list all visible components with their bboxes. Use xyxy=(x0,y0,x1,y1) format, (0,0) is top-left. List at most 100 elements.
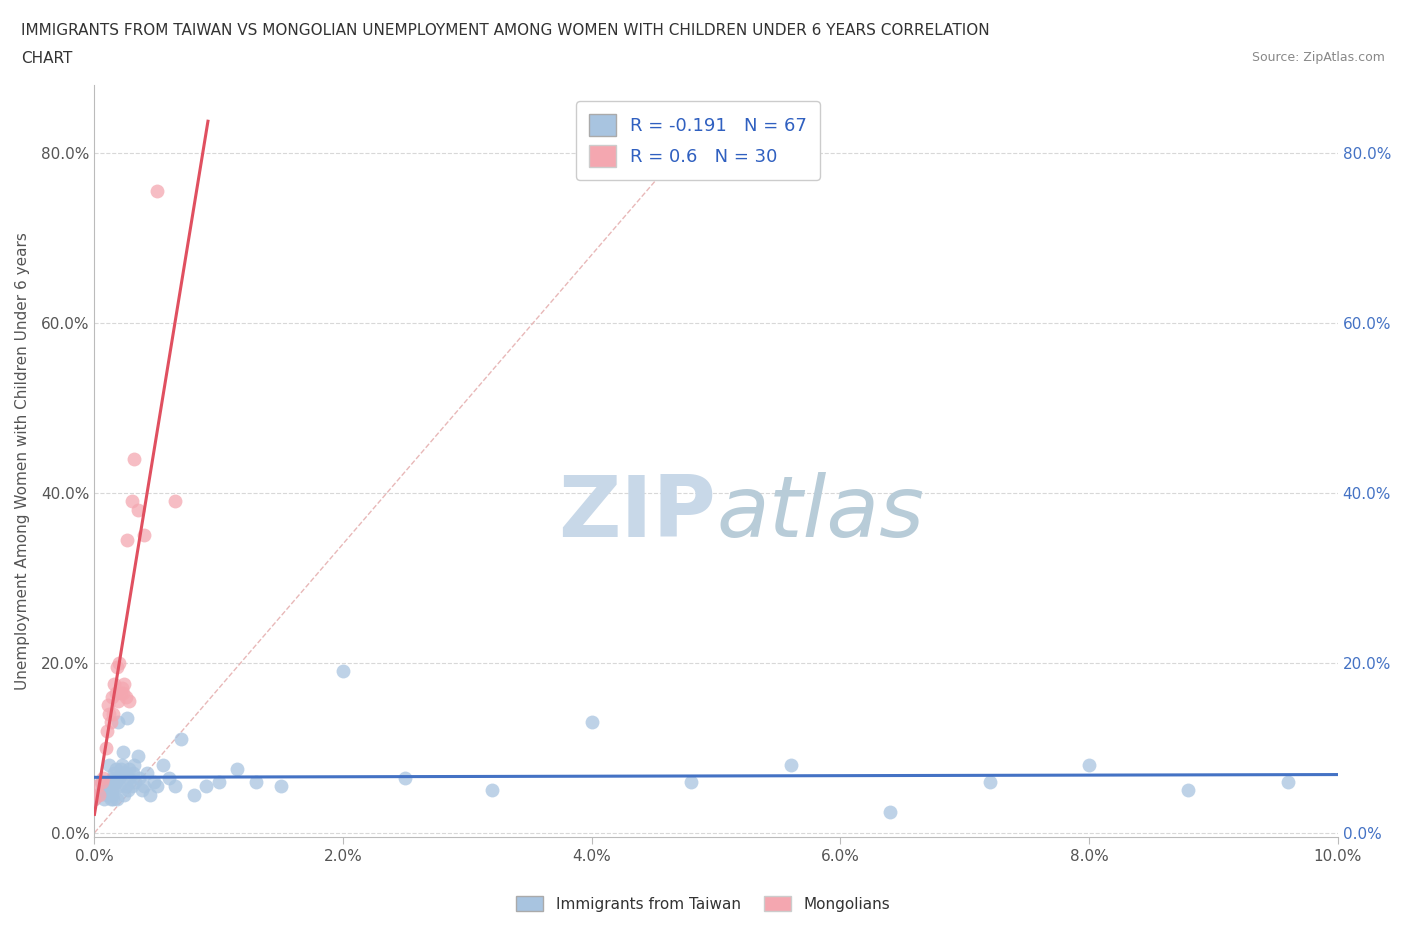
Point xyxy=(143,775,166,790)
Point xyxy=(96,778,118,793)
Point xyxy=(779,757,801,772)
Point xyxy=(112,677,135,692)
Point xyxy=(90,775,112,790)
Point xyxy=(1078,757,1101,772)
Point xyxy=(101,791,124,806)
Point xyxy=(118,762,141,777)
Point xyxy=(112,745,135,760)
Text: ZIP: ZIP xyxy=(558,472,716,555)
Point xyxy=(145,778,167,793)
Point xyxy=(111,757,134,772)
Point xyxy=(103,677,125,692)
Point xyxy=(135,765,157,780)
Point xyxy=(128,770,150,785)
Point xyxy=(165,778,187,793)
Point xyxy=(112,787,135,802)
Point xyxy=(98,707,121,722)
Point xyxy=(127,749,149,764)
Point xyxy=(118,694,141,709)
Point xyxy=(122,451,145,466)
Point xyxy=(108,778,131,793)
Text: atlas: atlas xyxy=(716,472,924,555)
Text: IMMIGRANTS FROM TAIWAN VS MONGOLIAN UNEMPLOYMENT AMONG WOMEN WITH CHILDREN UNDER: IMMIGRANTS FROM TAIWAN VS MONGOLIAN UNEM… xyxy=(21,23,990,38)
Point xyxy=(104,685,127,700)
Point xyxy=(108,656,131,671)
Point xyxy=(103,778,125,793)
Point xyxy=(226,762,249,777)
Point xyxy=(110,685,132,700)
Legend: R = -0.191   N = 67, R = 0.6   N = 30: R = -0.191 N = 67, R = 0.6 N = 30 xyxy=(576,101,820,179)
Point xyxy=(90,775,112,790)
Point xyxy=(270,778,292,793)
Point xyxy=(127,502,149,517)
Point xyxy=(145,183,167,198)
Point xyxy=(90,783,112,798)
Point xyxy=(124,775,146,790)
Point xyxy=(115,711,138,725)
Point xyxy=(107,715,129,730)
Point xyxy=(111,765,134,780)
Point xyxy=(114,778,136,793)
Point xyxy=(100,791,122,806)
Point xyxy=(332,664,354,679)
Point xyxy=(105,791,128,806)
Point xyxy=(117,783,139,798)
Point xyxy=(183,787,205,802)
Point xyxy=(94,740,117,755)
Point xyxy=(245,775,267,790)
Point xyxy=(152,757,174,772)
Point xyxy=(122,757,145,772)
Point xyxy=(139,787,162,802)
Point xyxy=(1177,783,1199,798)
Point xyxy=(581,715,603,730)
Point xyxy=(104,775,127,790)
Point xyxy=(97,698,120,712)
Point xyxy=(114,689,136,704)
Point xyxy=(165,494,187,509)
Point xyxy=(108,770,131,785)
Text: CHART: CHART xyxy=(21,51,73,66)
Point xyxy=(98,757,121,772)
Point xyxy=(103,765,125,780)
Point xyxy=(105,659,128,674)
Point xyxy=(83,791,105,806)
Point xyxy=(107,694,129,709)
Point xyxy=(681,775,703,790)
Point xyxy=(134,528,156,543)
Y-axis label: Unemployment Among Women with Children Under 6 years: Unemployment Among Women with Children U… xyxy=(15,232,30,690)
Point xyxy=(157,770,180,785)
Point xyxy=(96,787,118,802)
Point xyxy=(879,804,901,819)
Point xyxy=(112,685,135,700)
Point xyxy=(93,791,115,806)
Point xyxy=(122,765,145,780)
Point xyxy=(111,681,134,696)
Point xyxy=(101,689,124,704)
Point xyxy=(110,762,132,777)
Point xyxy=(121,778,143,793)
Point xyxy=(94,778,117,793)
Point xyxy=(118,770,141,785)
Point xyxy=(91,770,114,785)
Point xyxy=(101,783,124,798)
Point xyxy=(114,765,136,780)
Text: Source: ZipAtlas.com: Source: ZipAtlas.com xyxy=(1251,51,1385,64)
Point xyxy=(101,787,124,802)
Point xyxy=(100,775,122,790)
Point xyxy=(121,494,143,509)
Point xyxy=(101,707,124,722)
Point xyxy=(208,775,231,790)
Point xyxy=(96,724,118,738)
Point xyxy=(100,715,122,730)
Point xyxy=(89,787,111,802)
Point xyxy=(101,770,124,785)
Point xyxy=(979,775,1001,790)
Point xyxy=(394,770,416,785)
Point xyxy=(115,532,138,547)
Point xyxy=(195,778,218,793)
Point xyxy=(481,783,503,798)
Point xyxy=(87,787,110,802)
Legend: Immigrants from Taiwan, Mongolians: Immigrants from Taiwan, Mongolians xyxy=(510,889,896,918)
Point xyxy=(134,778,156,793)
Point xyxy=(104,762,127,777)
